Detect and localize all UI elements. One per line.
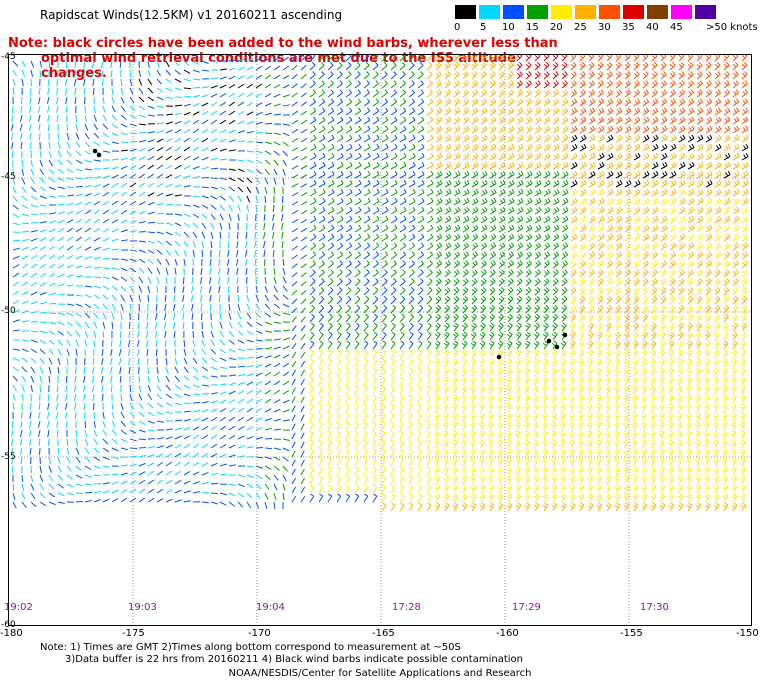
pass-time-label: 17:28 (392, 602, 421, 613)
colorbar-label: 10 (502, 22, 515, 33)
pass-time-label: 19:04 (256, 602, 285, 613)
lon-tick-label: -180 (0, 628, 23, 639)
colorbar-swatch (527, 5, 548, 19)
lat-tick-label: -45 (1, 52, 16, 62)
lon-tick-label: -165 (372, 628, 395, 639)
wind-barbs (10, 55, 749, 512)
colorbar-label: 45 (670, 22, 683, 33)
lon-tick-label: -150 (736, 628, 759, 639)
map-title: Rapidscat Winds(12.5KM) v1 20160211 asce… (40, 8, 343, 22)
colorbar-label: 25 (574, 22, 587, 33)
colorbar-swatch (551, 5, 572, 19)
footnote-line2: 3)Data buffer is 22 hrs from 20160211 4)… (65, 654, 523, 665)
wind-barb-field (9, 55, 751, 625)
colorbar-swatch (671, 5, 692, 19)
pass-time-label: 19:02 (4, 602, 33, 613)
contamination-marks (92, 148, 568, 360)
lon-tick-label: -170 (248, 628, 271, 639)
colorbar-label: 0 (454, 22, 461, 33)
colorbar-label: 30 (598, 22, 611, 33)
warning-note-line1: Note: black circles have been added to t… (8, 36, 558, 51)
colorbar-label: 15 (526, 22, 539, 33)
graticule (9, 55, 751, 625)
colorbar-label: 40 (646, 22, 659, 33)
lat-tick-label: -55 (1, 452, 16, 462)
pass-time-label: 17:30 (640, 602, 669, 613)
colorbar-label: 5 (480, 22, 487, 33)
credit-line: NOAA/NESDIS/Center for Satellite Applica… (228, 668, 532, 679)
colorbar-swatch (575, 5, 596, 19)
colorbar-swatch (455, 5, 476, 19)
lon-tick-label: -160 (496, 628, 519, 639)
footnote: Note: 1) Times are GMT 2)Times along bot… (40, 642, 523, 666)
wind-barb-map (8, 54, 752, 626)
pass-time-label: 19:03 (128, 602, 157, 613)
colorbar-swatch (647, 5, 668, 19)
colorbar-swatch (503, 5, 524, 19)
colorbar-swatch (623, 5, 644, 19)
colorbar-label: 35 (622, 22, 635, 33)
colorbar-label: 20 (550, 22, 563, 33)
colorbar-label: >50 knots (706, 22, 758, 33)
lat-tick-label: -45 (1, 172, 16, 182)
colorbar-swatch (479, 5, 500, 19)
pass-time-label: 17:29 (512, 602, 541, 613)
lon-tick-label: -175 (122, 628, 145, 639)
wind-speed-colorbar: 0 5 10 15 20 25 30 35 40 45 >50 knots (454, 5, 758, 37)
lat-tick-label: -60 (1, 620, 16, 630)
colorbar-swatch (695, 5, 716, 19)
lat-tick-label: -50 (1, 306, 16, 316)
footnote-line1: Note: 1) Times are GMT 2)Times along bot… (40, 642, 461, 653)
lon-tick-label: -155 (620, 628, 643, 639)
colorbar-swatch (599, 5, 620, 19)
